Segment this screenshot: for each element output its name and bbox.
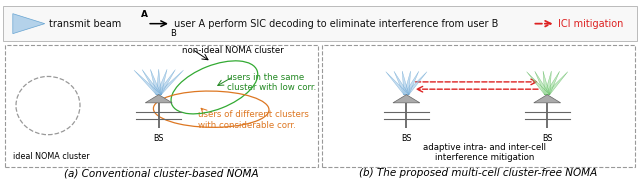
Text: (a) Conventional cluster-based NOMA: (a) Conventional cluster-based NOMA: [64, 169, 259, 178]
Text: ICI mitigation: ICI mitigation: [558, 19, 623, 29]
Polygon shape: [543, 71, 550, 95]
Polygon shape: [394, 71, 409, 95]
Polygon shape: [156, 69, 161, 95]
Polygon shape: [535, 71, 550, 95]
Polygon shape: [156, 70, 184, 95]
Polygon shape: [145, 95, 172, 103]
Polygon shape: [393, 95, 420, 103]
Text: user A perform SIC decoding to eliminate interference from user B: user A perform SIC decoding to eliminate…: [174, 19, 499, 29]
Text: BS: BS: [401, 134, 412, 143]
FancyBboxPatch shape: [3, 6, 637, 41]
Polygon shape: [156, 70, 175, 95]
Text: ideal NOMA cluster: ideal NOMA cluster: [13, 152, 90, 161]
Polygon shape: [150, 69, 161, 95]
Text: (b) The proposed multi-cell cluster-free NOMA: (b) The proposed multi-cell cluster-free…: [359, 169, 598, 178]
FancyBboxPatch shape: [322, 45, 635, 167]
Polygon shape: [13, 14, 45, 34]
FancyBboxPatch shape: [5, 45, 318, 167]
Polygon shape: [403, 71, 409, 95]
Polygon shape: [404, 71, 419, 95]
Polygon shape: [156, 69, 167, 95]
Polygon shape: [404, 71, 410, 95]
Text: transmit beam: transmit beam: [49, 19, 121, 29]
Text: users of different clusters
with considerable corr.: users of different clusters with conside…: [198, 110, 309, 130]
Polygon shape: [386, 72, 409, 95]
Polygon shape: [404, 72, 427, 95]
Polygon shape: [142, 70, 161, 95]
Text: users in the same
cluster with low corr.: users in the same cluster with low corr.: [227, 73, 316, 92]
Polygon shape: [527, 72, 550, 95]
Text: BS: BS: [154, 134, 164, 143]
Text: A: A: [141, 10, 148, 19]
Text: non-ideal NOMA cluster: non-ideal NOMA cluster: [182, 46, 284, 55]
Polygon shape: [545, 72, 568, 95]
Polygon shape: [545, 71, 559, 95]
Polygon shape: [134, 70, 161, 95]
Text: adaptive intra- and inter-cell
interference mitigation: adaptive intra- and inter-cell interfere…: [423, 143, 547, 162]
Text: B: B: [170, 29, 176, 38]
Polygon shape: [545, 71, 551, 95]
Polygon shape: [534, 95, 561, 103]
Text: BS: BS: [542, 134, 552, 143]
